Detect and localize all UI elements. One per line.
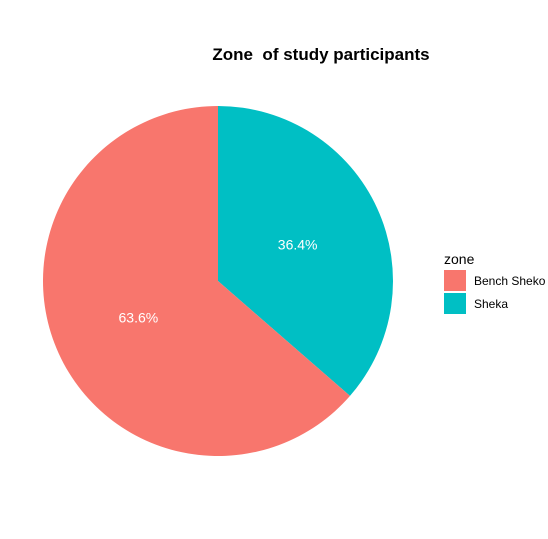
chart-title: Zone of study participants [212,45,429,64]
slice-label-bench-sheko: 63.6% [119,309,159,325]
pie-slice-sheka [218,106,393,396]
legend-label-sheka: Sheka [474,297,508,311]
slice-label-sheka: 36.4% [278,237,318,253]
legend-swatch-sheka [444,293,466,314]
pie-slice-labels: 36.4% 63.6% [119,237,318,326]
legend-items: Bench Sheko Sheka [444,270,546,314]
pie-slices [42,106,393,456]
legend-label-bench-sheko: Bench Sheko [474,274,546,288]
legend-swatch-bench-sheko [444,270,466,291]
pie-slice-bench-sheko [42,106,350,456]
legend-title: zone [444,251,475,267]
legend: zone Bench Sheko Sheka [444,251,546,314]
